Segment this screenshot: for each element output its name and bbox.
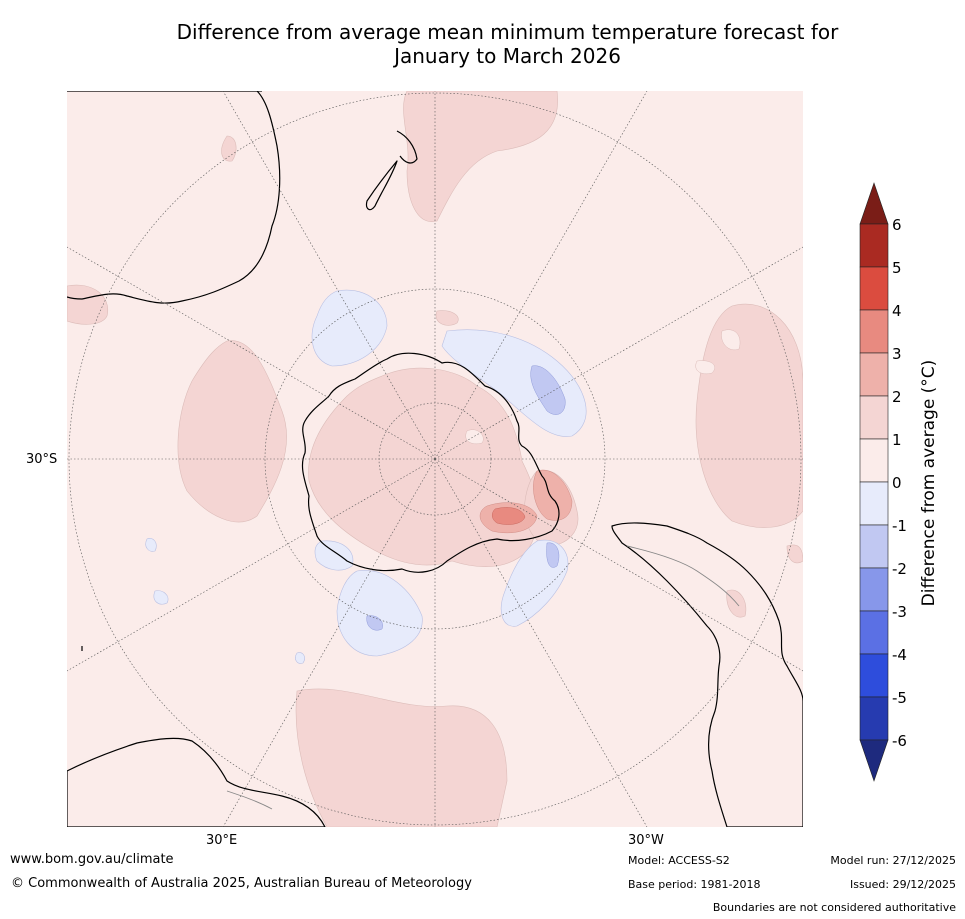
colorbar-segment-m3_to_m2 xyxy=(859,567,889,612)
meridian-150e xyxy=(222,91,436,460)
forecast-map xyxy=(67,91,803,827)
colorbar-segment-4_to_5 xyxy=(859,266,889,311)
colorbar-segment-m1_to_0 xyxy=(859,481,889,526)
coast-new-zealand-south xyxy=(365,160,398,211)
region-small-1 xyxy=(221,135,237,162)
meridian-120e xyxy=(67,246,436,460)
parallel-50s xyxy=(264,288,606,630)
lon-label-30e: 30°E xyxy=(206,833,238,848)
colorbar-tick-label: 4 xyxy=(892,302,902,320)
colorbar-tick-label: -6 xyxy=(892,732,907,750)
region-atlantic-colder xyxy=(366,615,383,631)
colorbar-tick-label: -1 xyxy=(892,517,907,535)
colorbar-tick-label: 2 xyxy=(892,388,902,406)
border-andes xyxy=(626,545,740,607)
anomaly-minus2-to-minus1-regions xyxy=(366,365,566,631)
colorbar-segment-m5_to_m4 xyxy=(859,653,889,698)
anomaly-minus1-to-0-regions xyxy=(145,289,587,664)
colorbar-segment-2_to_3 xyxy=(859,352,889,397)
colorbar-tick-label: -5 xyxy=(892,689,907,707)
island-plateau-1 xyxy=(721,329,741,351)
country-borders xyxy=(226,545,740,810)
colorbar-segment-m4_to_m3 xyxy=(859,610,889,655)
meridian-30e xyxy=(222,458,436,827)
colorbar-segment-5_to_6 xyxy=(859,223,889,268)
graticule xyxy=(67,91,803,827)
chart-title: Difference from average mean minimum tem… xyxy=(0,20,965,68)
region-weddell-cool xyxy=(314,540,354,571)
title-line-1: Difference from average mean minimum tem… xyxy=(176,20,839,44)
colorbar-segment-1_to_2 xyxy=(859,395,889,440)
region-australia-west-coast xyxy=(67,284,109,325)
region-south-georgia-colder xyxy=(546,542,560,568)
footer-model: Model: ACCESS-S2 xyxy=(628,854,730,867)
region-small-cool-3 xyxy=(295,652,305,664)
region-tasman xyxy=(403,91,558,222)
colorbar-tick-label: -3 xyxy=(892,603,907,621)
meridian-120w xyxy=(434,246,803,460)
colorbar-segment-m2_to_m1 xyxy=(859,524,889,569)
island-plateau-2 xyxy=(695,360,715,375)
meridian-60e xyxy=(67,458,436,672)
island-antarctic-core xyxy=(465,429,484,445)
colorbar-tick-label: 3 xyxy=(892,345,902,363)
region-ross-cool xyxy=(311,289,388,367)
anomaly-0-to-1-islands xyxy=(465,329,741,445)
coast-south-america xyxy=(611,522,803,827)
region-small-cool-2 xyxy=(153,590,169,605)
footer-model-run: Model run: 27/12/2025 xyxy=(830,854,956,867)
region-weddell-hot xyxy=(492,507,526,525)
coast-africa xyxy=(67,737,326,827)
meridian-30w xyxy=(434,458,648,827)
colorbar-tick-labels: 6 5 4 3 2 1 0 -1 -2 -3 -4 -5 -6 xyxy=(892,216,907,750)
colorbar-tick-label: 5 xyxy=(892,259,902,277)
lat-label-30s: 30°S xyxy=(26,452,58,467)
region-pacific-colder xyxy=(530,365,566,415)
colorbar-extend-below xyxy=(859,739,889,782)
colorbar-segment-0_to_1 xyxy=(859,438,889,483)
title-line-2: January to March 2026 xyxy=(394,44,621,68)
colorbar: 6 5 4 3 2 1 0 -1 -2 -3 -4 -5 -6 xyxy=(859,182,907,782)
colorbar-segments xyxy=(859,182,889,782)
colorbar-tick-label: 6 xyxy=(892,216,902,234)
footer-copyright: © Commonwealth of Australia 2025, Austra… xyxy=(11,876,472,891)
colorbar-segment-m6_to_m5 xyxy=(859,696,889,741)
region-small-4 xyxy=(786,544,803,564)
lon-label-30w: 30°W xyxy=(628,833,664,848)
colorbar-segment-3_to_4 xyxy=(859,309,889,354)
coast-new-zealand-north xyxy=(396,130,418,164)
coast-australia xyxy=(67,91,281,304)
colorbar-tick-label: 0 xyxy=(892,474,902,492)
border-south-africa xyxy=(226,790,273,810)
coast-antarctica xyxy=(301,352,560,573)
anomaly-3-to-4-regions xyxy=(492,507,526,525)
colorbar-tick-label: 1 xyxy=(892,431,902,449)
colorbar-extend-above xyxy=(859,182,889,225)
region-indian-ocean xyxy=(177,340,287,523)
region-small-3 xyxy=(726,589,747,618)
footer-base-period: Base period: 1981-2018 xyxy=(628,878,761,891)
colorbar-title: Difference from average (°C) xyxy=(919,359,939,607)
region-peninsula-warm xyxy=(533,469,573,521)
region-small-cool-1 xyxy=(145,538,157,552)
footer-disclaimer: Boundaries are not considered authoritat… xyxy=(712,901,956,914)
meridian-150w xyxy=(434,91,648,460)
meridian-60w xyxy=(434,458,803,672)
region-south-atlantic xyxy=(295,688,508,827)
footer-url[interactable]: www.bom.gov.au/climate xyxy=(10,852,174,867)
footer-issued: Issued: 29/12/2025 xyxy=(849,878,956,891)
parallel-30s xyxy=(68,92,802,826)
region-small-2 xyxy=(435,310,459,326)
colorbar-tick-label: -4 xyxy=(892,646,907,664)
colorbar-tick-label: -2 xyxy=(892,560,907,578)
coastlines xyxy=(67,91,803,827)
region-south-america-plateau xyxy=(695,303,803,528)
